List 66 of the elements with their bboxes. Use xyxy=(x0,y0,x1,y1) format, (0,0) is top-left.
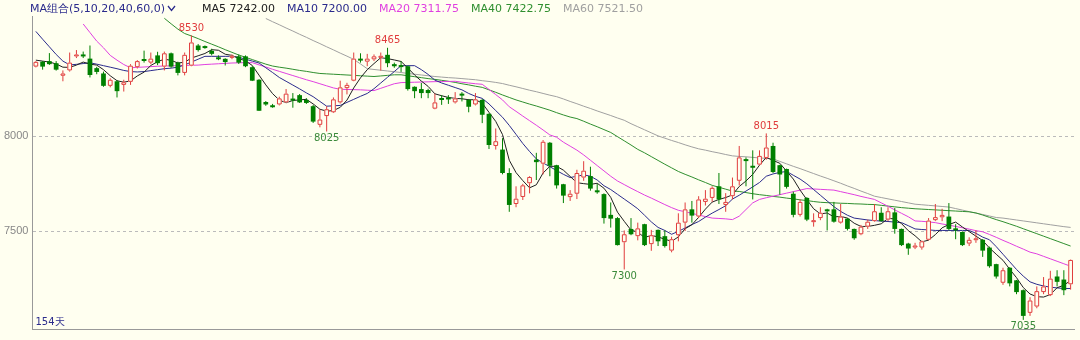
annotation: 7300 xyxy=(611,270,637,282)
candlestick xyxy=(682,201,688,232)
candlestick xyxy=(621,229,627,270)
candlestick xyxy=(723,192,729,213)
candlestick xyxy=(730,177,735,200)
candlestick xyxy=(182,52,188,76)
text: MA40 7422.75 xyxy=(471,2,552,15)
candlestick xyxy=(608,201,614,229)
candlestick xyxy=(736,145,742,186)
annotation: 8015 xyxy=(753,120,779,131)
candlestick xyxy=(838,203,844,225)
text: MA60 7521.50 xyxy=(563,2,644,15)
text: MA10 7200.00 xyxy=(287,2,368,15)
candlestick xyxy=(696,195,702,219)
candlestick xyxy=(939,208,945,222)
annotation: 8025 xyxy=(313,132,340,144)
candlestick xyxy=(310,104,316,124)
candlestick xyxy=(432,93,438,110)
candlestick xyxy=(479,98,485,124)
annotation: 8465 xyxy=(374,34,401,46)
candlestick xyxy=(777,164,783,196)
candlestick xyxy=(229,53,235,60)
annotation: 154天 xyxy=(35,315,65,327)
candlestick xyxy=(513,185,519,208)
candlestick xyxy=(351,52,357,82)
candlestick xyxy=(926,217,931,241)
candlestick xyxy=(189,34,194,67)
candlestick xyxy=(987,246,992,269)
candlestick xyxy=(547,141,553,177)
candlestick xyxy=(574,169,580,200)
candlestick xyxy=(750,149,756,200)
legend-title: MA组合(5,10,20,40,60,0) xyxy=(30,1,166,16)
candlestick xyxy=(60,69,66,82)
candlestick xyxy=(324,105,330,132)
candlestick xyxy=(973,229,979,244)
candlestick xyxy=(648,229,654,252)
candlestick xyxy=(804,196,810,222)
annotation: 7035 xyxy=(1010,320,1036,332)
candlestick xyxy=(500,137,505,175)
candlestick xyxy=(1061,269,1067,296)
candlestick xyxy=(588,166,593,192)
candlestick xyxy=(689,200,695,224)
annotation: 8530 xyxy=(178,22,205,33)
candlestick xyxy=(161,51,167,71)
candlestick xyxy=(1068,259,1073,291)
candlestick xyxy=(128,63,133,86)
candlestick xyxy=(567,189,573,202)
y-tick-label: 7500 xyxy=(3,224,29,237)
candlestick xyxy=(1047,270,1053,297)
candlestick xyxy=(493,127,499,151)
candlestick xyxy=(581,160,587,182)
candlestick xyxy=(67,52,73,73)
candlestick xyxy=(811,212,816,228)
text: MA20 7311.75 xyxy=(379,2,460,15)
text: MA5 7242.00 xyxy=(202,2,276,15)
candlestick xyxy=(892,207,898,235)
candlestick xyxy=(290,92,296,109)
candlestick xyxy=(763,132,769,161)
y-tick-label: 8000 xyxy=(3,129,29,142)
candlestick xyxy=(317,108,323,128)
candlestick xyxy=(540,139,546,175)
candlestick xyxy=(1007,266,1013,287)
candlestick xyxy=(790,191,796,218)
candlestick xyxy=(385,47,390,68)
candlestick xyxy=(675,212,681,242)
candlestick xyxy=(405,64,411,92)
